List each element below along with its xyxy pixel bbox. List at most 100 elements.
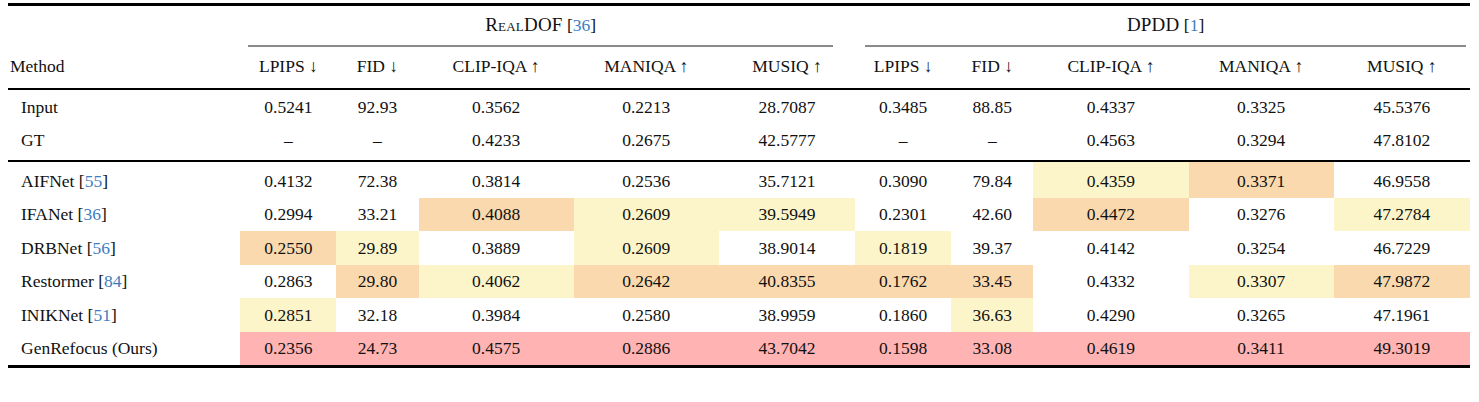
cite-bracket-open: [ — [83, 305, 93, 325]
metric-cell: 0.4337 — [1033, 89, 1188, 124]
metric-cell: 38.9014 — [719, 231, 855, 265]
metric-cell: 0.2580 — [574, 298, 719, 332]
metric-cell: 28.7087 — [719, 89, 855, 124]
cite-bracket-close: ] — [101, 204, 107, 224]
method-cell: INIKNet [51] — [8, 298, 240, 332]
col-header-dpdd-musiq: MUSIQ ↑ — [1334, 47, 1470, 89]
table-row-restormer: Restormer [84] 0.2863 29.80 0.4062 0.264… — [8, 265, 1470, 299]
metric-cell: 47.9872 — [1334, 265, 1470, 299]
citation-link[interactable]: 56 — [92, 238, 110, 258]
metric-cell: 0.2642 — [574, 265, 719, 299]
metric-cell: 0.3294 — [1189, 124, 1334, 161]
cite-bracket-close: ] — [122, 271, 128, 291]
results-table: RealDOF [36] DPDD [1] Method LPIPS ↓ FID… — [8, 3, 1470, 368]
metric-cell: 38.9959 — [719, 298, 855, 332]
metric-cell: 36.63 — [951, 298, 1033, 332]
metric-cell: 0.2886 — [574, 332, 719, 367]
metric-cell: 0.3889 — [419, 231, 574, 265]
table-row-aifnet: AIFNet [55] 0.4132 72.38 0.3814 0.2536 3… — [8, 161, 1470, 198]
metric-cell: 0.3485 — [855, 89, 951, 124]
metric-cell: 72.38 — [336, 161, 418, 198]
metric-cell: 0.3254 — [1189, 231, 1334, 265]
citation-link[interactable]: 51 — [93, 305, 111, 325]
citation-link[interactable]: 84 — [104, 271, 122, 291]
metric-cell: – — [951, 124, 1033, 161]
metric-cell: 0.2356 — [240, 332, 336, 367]
method-cell: AIFNet [55] — [8, 161, 240, 198]
method-name: GenRefocus (Ours) — [21, 338, 158, 358]
metric-cell: 35.7121 — [719, 161, 855, 198]
table-row-iniknet: INIKNet [51] 0.2851 32.18 0.3984 0.2580 … — [8, 298, 1470, 332]
metric-cell: 0.4359 — [1033, 161, 1188, 198]
metric-cell: 40.8355 — [719, 265, 855, 299]
metric-cell: 0.5241 — [240, 89, 336, 124]
metric-cell: 0.1860 — [855, 298, 951, 332]
col-header-realdof-fid: FID ↓ — [336, 47, 418, 89]
citation-link[interactable]: 55 — [85, 171, 103, 191]
method-cell: IFANet [36] — [8, 198, 240, 232]
col-header-dpdd-clipiqa: CLIP-IQA ↑ — [1033, 47, 1188, 89]
method-name: DRBNet — [21, 238, 82, 258]
metric-cell: 0.2301 — [855, 198, 951, 232]
metric-cell: 0.1598 — [855, 332, 951, 367]
metric-cell: – — [240, 124, 336, 161]
cite-bracket-open: [ — [82, 238, 92, 258]
metric-cell: 0.3371 — [1189, 161, 1334, 198]
metric-cell: 0.4088 — [419, 198, 574, 232]
metric-cell: 43.7042 — [719, 332, 855, 367]
method-cell: Restormer [84] — [8, 265, 240, 299]
group-header-blank — [8, 5, 240, 48]
metric-cell: 46.7229 — [1334, 231, 1470, 265]
metric-cell: 29.89 — [336, 231, 418, 265]
method-cell: Input — [8, 89, 240, 124]
cite-bracket-close: ] — [110, 238, 116, 258]
metric-cell: 0.3265 — [1189, 298, 1334, 332]
metric-cell: 47.8102 — [1334, 124, 1470, 161]
metric-cell: 0.2536 — [574, 161, 719, 198]
method-name: INIKNet — [21, 305, 83, 325]
metric-cell: 0.2609 — [574, 198, 719, 232]
dataset-group-row: RealDOF [36] DPDD [1] — [8, 5, 1470, 48]
col-header-method: Method — [8, 47, 240, 89]
metric-cell: 46.9558 — [1334, 161, 1470, 198]
metric-cell: 0.4619 — [1033, 332, 1188, 367]
metric-cell: 0.3325 — [1189, 89, 1334, 124]
table-row-genrefocus-ours: GenRefocus (Ours) 0.2356 24.73 0.4575 0.… — [8, 332, 1470, 367]
metric-cell: 33.08 — [951, 332, 1033, 367]
method-name: Input — [21, 97, 58, 117]
method-name: Restormer — [21, 271, 94, 291]
metric-cell: 0.2609 — [574, 231, 719, 265]
metric-cell: 0.4132 — [240, 161, 336, 198]
metric-cell: 0.4233 — [419, 124, 574, 161]
metric-cell: 0.3411 — [1189, 332, 1334, 367]
metric-cell: 24.73 — [336, 332, 418, 367]
citation-link-realdof[interactable]: 36 — [573, 15, 591, 35]
citation-link[interactable]: 36 — [83, 204, 101, 224]
metric-cell: 0.2675 — [574, 124, 719, 161]
table-row-input: Input 0.5241 92.93 0.3562 0.2213 28.7087… — [8, 89, 1470, 124]
metric-cell: 0.4142 — [1033, 231, 1188, 265]
cite-bracket-open: [ — [1179, 15, 1189, 35]
metric-header-row: Method LPIPS ↓ FID ↓ CLIP-IQA ↑ MANIQA ↑… — [8, 47, 1470, 89]
cite-bracket-close: ] — [111, 305, 117, 325]
metric-cell: 0.2550 — [240, 231, 336, 265]
col-header-realdof-lpips: LPIPS ↓ — [240, 47, 336, 89]
method-name: GT — [21, 130, 44, 150]
metric-cell: 0.3276 — [1189, 198, 1334, 232]
metric-cell: 0.4472 — [1033, 198, 1188, 232]
metric-cell: 49.3019 — [1334, 332, 1470, 367]
cite-bracket-open: [ — [74, 171, 84, 191]
metric-cell: 39.5949 — [719, 198, 855, 232]
cite-bracket-open: [ — [73, 204, 83, 224]
metric-cell: 0.1819 — [855, 231, 951, 265]
metric-cell: 88.85 — [951, 89, 1033, 124]
method-cell: DRBNet [56] — [8, 231, 240, 265]
metric-cell: 0.1762 — [855, 265, 951, 299]
metric-cell: 0.2994 — [240, 198, 336, 232]
metric-cell: 47.2784 — [1334, 198, 1470, 232]
cite-bracket-close: ] — [590, 15, 596, 35]
col-header-dpdd-maniqa: MANIQA ↑ — [1189, 47, 1334, 89]
metric-cell: 39.37 — [951, 231, 1033, 265]
col-header-realdof-maniqa: MANIQA ↑ — [574, 47, 719, 89]
cmidrule-realdof: RealDOF [36] — [248, 14, 833, 47]
